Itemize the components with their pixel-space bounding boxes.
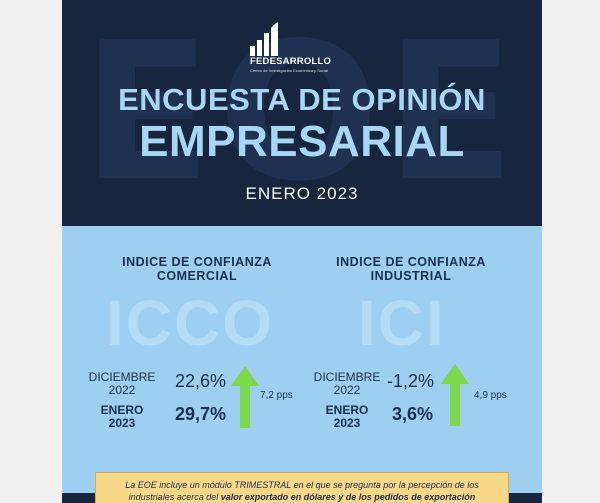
ici-prev-value: -1,2% — [387, 371, 435, 391]
org-subtitle: Centro de Investigación Económica y Soci… — [250, 68, 329, 73]
icco-curr-label-line-1: ENERO — [100, 403, 144, 417]
icco-title-line-2: COMERCIAL — [156, 269, 238, 283]
ici-up-arrow-icon — [441, 364, 469, 426]
icco-curr-label-line-2: 2023 — [108, 416, 136, 430]
icco-up-arrow-icon — [231, 366, 259, 428]
ici-prev-label-line-1: DICIEMBRE — [313, 370, 381, 384]
note-text: La EOE incluye un módulo TRIMESTRAL en e… — [125, 480, 479, 502]
ici-curr-label-line-2: 2023 — [333, 416, 361, 430]
org-name: FEDESARROLLO — [250, 56, 332, 67]
ici-change: 4,9 pps — [474, 390, 507, 401]
icco-curr-label: ENERO 2023 — [87, 404, 157, 430]
ici-prev-label: DICIEMBRE 2022 — [312, 371, 382, 397]
ici-prev-label-line-2: 2022 — [333, 383, 361, 397]
icco-prev-label: DICIEMBRE 2022 — [87, 371, 157, 397]
indices-section: INDICE DE CONFIANZA COMERCIAL ICCO DICIE… — [62, 226, 542, 503]
logo-bars-icon — [250, 22, 278, 56]
ici-title-line-1: INDICE DE CONFIANZA — [336, 255, 486, 269]
eoe-watermark: EOE — [82, 2, 522, 223]
ici-acronym: ICI — [358, 287, 446, 359]
icco-prev-value: 22,6% — [175, 371, 227, 391]
icco-title-line-1: INDICE DE CONFIANZA — [122, 255, 272, 269]
infographic: EOE FEDESARROLLO Centro de Investigación… — [62, 0, 542, 503]
header-section: EOE FEDESARROLLO Centro de Investigación… — [62, 0, 542, 226]
ici-title-line-2: INDUSTRIAL — [370, 269, 452, 283]
note-bold-text: valor exportado en dólares y de los pedi… — [220, 492, 476, 502]
ici-title: INDICE DE CONFIANZA INDUSTRIAL — [316, 255, 506, 283]
survey-date: ENERO 2023 — [245, 184, 359, 203]
icco-title: INDICE DE CONFIANZA COMERCIAL — [102, 255, 292, 283]
ici-curr-label-line-1: ENERO — [325, 403, 369, 417]
title-line-1: ENCUESTA DE OPINIÓN — [118, 82, 486, 117]
ici-curr-label: ENERO 2023 — [312, 404, 382, 430]
ici-curr-value: 3,6% — [392, 404, 434, 424]
fedesarrollo-logo: FEDESARROLLO Centro de Investigación Eco… — [250, 22, 370, 73]
icco-curr-value: 29,7% — [175, 404, 227, 424]
icco-acronym: ICCO — [106, 287, 274, 359]
export-module-note: La EOE incluye un módulo TRIMESTRAL en e… — [95, 472, 509, 503]
icco-change: 7,2 pps — [260, 390, 293, 401]
title-line-2: EMPRESARIAL — [139, 117, 465, 166]
icco-prev-label-line-2: 2022 — [108, 383, 136, 397]
icco-prev-label-line-1: DICIEMBRE — [88, 370, 156, 384]
